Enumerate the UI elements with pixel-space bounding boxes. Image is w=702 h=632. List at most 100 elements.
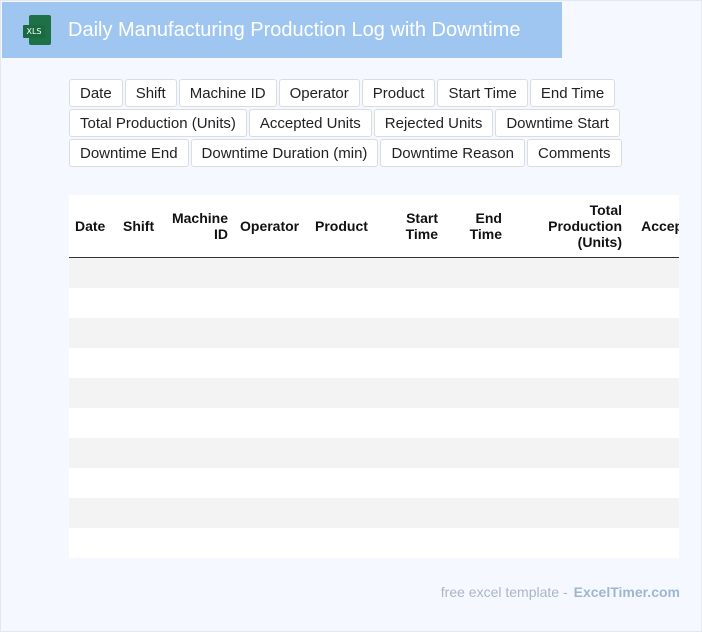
table-cell[interactable]	[508, 467, 628, 498]
table-cell[interactable]	[508, 257, 628, 288]
table-cell[interactable]	[309, 377, 381, 408]
field-chip[interactable]: Downtime End	[69, 139, 189, 167]
table-cell[interactable]	[309, 497, 381, 528]
table-cell[interactable]	[117, 527, 159, 558]
field-chip[interactable]: Operator	[278, 79, 360, 107]
table-cell[interactable]	[628, 467, 679, 498]
table-cell[interactable]	[628, 527, 679, 558]
table-cell[interactable]	[444, 497, 508, 528]
table-cell[interactable]	[444, 287, 508, 318]
table-cell[interactable]	[508, 527, 628, 558]
field-chip[interactable]: Downtime Reason	[380, 139, 525, 167]
table-cell[interactable]	[309, 347, 381, 378]
table-cell[interactable]	[234, 377, 309, 408]
table-cell[interactable]	[234, 287, 309, 318]
footer-brand-link[interactable]: ExcelTimer.com	[573, 584, 680, 600]
table-cell[interactable]	[381, 407, 444, 438]
table-cell[interactable]	[159, 467, 234, 498]
table-cell[interactable]	[159, 287, 234, 318]
table-cell[interactable]	[69, 437, 117, 468]
table-cell[interactable]	[628, 317, 679, 348]
table-cell[interactable]	[159, 347, 234, 378]
table-cell[interactable]	[444, 407, 508, 438]
table-cell[interactable]	[508, 287, 628, 318]
table-cell[interactable]	[381, 347, 444, 378]
table-cell[interactable]	[309, 287, 381, 318]
table-cell[interactable]	[508, 497, 628, 528]
table-cell[interactable]	[69, 287, 117, 318]
field-chip[interactable]: Machine ID	[178, 79, 277, 107]
table-cell[interactable]	[69, 407, 117, 438]
table-cell[interactable]	[117, 407, 159, 438]
table-cell[interactable]	[234, 527, 309, 558]
table-cell[interactable]	[69, 257, 117, 288]
field-chip[interactable]: Start Time	[437, 79, 528, 107]
table-cell[interactable]	[69, 317, 117, 348]
table-cell[interactable]	[69, 377, 117, 408]
field-chip[interactable]: Downtime Start	[495, 109, 620, 137]
table-cell[interactable]	[117, 287, 159, 318]
table-cell[interactable]	[117, 497, 159, 528]
table-cell[interactable]	[309, 407, 381, 438]
field-chip[interactable]: Downtime Duration (min)	[190, 139, 379, 167]
table-cell[interactable]	[159, 377, 234, 408]
table-cell[interactable]	[159, 437, 234, 468]
table-cell[interactable]	[159, 317, 234, 348]
table-cell[interactable]	[234, 437, 309, 468]
table-cell[interactable]	[628, 377, 679, 408]
table-cell[interactable]	[508, 407, 628, 438]
table-cell[interactable]	[234, 407, 309, 438]
table-cell[interactable]	[628, 407, 679, 438]
table-cell[interactable]	[381, 437, 444, 468]
table-cell[interactable]	[159, 527, 234, 558]
table-cell[interactable]	[69, 467, 117, 498]
table-cell[interactable]	[117, 347, 159, 378]
table-cell[interactable]	[309, 527, 381, 558]
table-cell[interactable]	[117, 467, 159, 498]
table-cell[interactable]	[628, 437, 679, 468]
table-cell[interactable]	[508, 317, 628, 348]
table-cell[interactable]	[381, 317, 444, 348]
table-cell[interactable]	[628, 497, 679, 528]
table-cell[interactable]	[309, 257, 381, 288]
field-chip[interactable]: End Time	[529, 79, 616, 107]
field-chip[interactable]: Comments	[527, 139, 622, 167]
table-cell[interactable]	[309, 437, 381, 468]
table-cell[interactable]	[69, 347, 117, 378]
table-cell[interactable]	[117, 257, 159, 288]
table-cell[interactable]	[309, 467, 381, 498]
table-cell[interactable]	[444, 437, 508, 468]
table-cell[interactable]	[117, 437, 159, 468]
field-chip[interactable]: Accepted Units	[248, 109, 372, 137]
table-cell[interactable]	[117, 317, 159, 348]
field-chip[interactable]: Date	[69, 79, 123, 107]
table-cell[interactable]	[117, 377, 159, 408]
table-cell[interactable]	[381, 527, 444, 558]
table-cell[interactable]	[444, 257, 508, 288]
table-cell[interactable]	[69, 497, 117, 528]
field-chip[interactable]: Shift	[124, 79, 177, 107]
table-cell[interactable]	[234, 257, 309, 288]
table-cell[interactable]	[508, 377, 628, 408]
table-cell[interactable]	[508, 437, 628, 468]
table-cell[interactable]	[234, 347, 309, 378]
table-cell[interactable]	[234, 497, 309, 528]
table-cell[interactable]	[159, 497, 234, 528]
table-cell[interactable]	[159, 257, 234, 288]
table-cell[interactable]	[381, 287, 444, 318]
table-cell[interactable]	[628, 347, 679, 378]
table-cell[interactable]	[309, 317, 381, 348]
table-cell[interactable]	[444, 467, 508, 498]
table-cell[interactable]	[159, 407, 234, 438]
table-cell[interactable]	[444, 377, 508, 408]
field-chip[interactable]: Rejected Units	[373, 109, 494, 137]
table-cell[interactable]	[234, 467, 309, 498]
table-cell[interactable]	[381, 377, 444, 408]
field-chip[interactable]: Product	[361, 79, 436, 107]
table-cell[interactable]	[628, 257, 679, 288]
table-cell[interactable]	[381, 467, 444, 498]
table-cell[interactable]	[444, 347, 508, 378]
field-chip[interactable]: Total Production (Units)	[69, 109, 247, 137]
table-cell[interactable]	[444, 317, 508, 348]
table-cell[interactable]	[381, 497, 444, 528]
